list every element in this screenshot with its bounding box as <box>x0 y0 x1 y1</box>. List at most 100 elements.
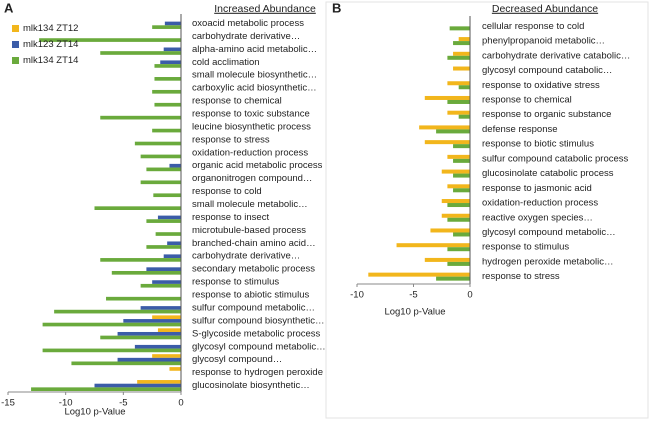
bar <box>447 81 470 86</box>
bar <box>140 154 181 159</box>
legend-label: mlk134 ZT14 <box>23 55 78 66</box>
bar <box>441 213 470 218</box>
category-label: sulfur compound metabolic… <box>192 302 315 313</box>
bar <box>169 163 181 168</box>
category-label: branched-chain amino acid… <box>192 238 316 249</box>
category-label: carboxylic acid biosynthetic… <box>192 83 317 94</box>
bar <box>453 232 470 237</box>
bar <box>146 219 181 223</box>
category-label: response to toxic substance <box>192 108 310 119</box>
bar <box>100 51 181 55</box>
bar <box>154 77 181 81</box>
bar <box>430 228 470 233</box>
x-axis-label: Log10 p-Value <box>64 407 125 418</box>
category-label: hydrogen peroxide metabolic… <box>482 256 614 267</box>
category-label: secondary metabolic process <box>192 264 315 275</box>
bar <box>447 261 470 266</box>
x-tick-label: -15 <box>1 398 15 409</box>
chart-title: Increased Abundance <box>214 3 316 15</box>
bar <box>164 21 181 26</box>
category-label: glycosyl compound metabolic… <box>482 227 616 238</box>
bar <box>458 85 470 90</box>
category-label: leucine biosynthetic process <box>192 121 311 132</box>
category-label: sulfur compound catabolic process <box>482 153 629 164</box>
bar <box>449 26 470 31</box>
bar <box>163 47 181 52</box>
x-tick-label: -5 <box>409 290 417 301</box>
bar <box>368 272 470 277</box>
bar <box>140 283 181 288</box>
bar <box>447 154 470 159</box>
bar <box>153 193 181 198</box>
bar <box>117 331 181 336</box>
bar <box>167 241 181 246</box>
bar <box>163 254 181 259</box>
bar <box>94 206 181 210</box>
bar <box>134 141 181 146</box>
bar <box>441 169 470 174</box>
category-label: response to oxidative stress <box>482 80 600 91</box>
bar <box>94 383 181 388</box>
bar <box>152 354 181 358</box>
bar <box>140 306 181 310</box>
bar <box>396 243 470 248</box>
bar <box>453 188 470 193</box>
x-tick-label: -10 <box>59 398 73 409</box>
bar <box>152 280 181 284</box>
legend-swatch <box>12 57 19 64</box>
category-label: glycosyl compound metabolic… <box>192 341 326 352</box>
bar <box>100 115 181 120</box>
x-tick-label: -5 <box>119 398 127 409</box>
bar <box>424 257 470 262</box>
category-label: response to chemical <box>192 96 282 107</box>
bar <box>157 215 181 220</box>
bar <box>424 95 470 100</box>
bar <box>152 25 181 29</box>
bar <box>453 144 470 149</box>
category-label: response to insect <box>192 212 269 223</box>
bar <box>453 66 470 71</box>
category-label: small molecule biosynthetic… <box>192 70 317 81</box>
panel-frame <box>325 1 649 419</box>
category-label: glycosyl compound catabolic… <box>482 65 612 76</box>
bar <box>146 167 181 172</box>
bar <box>54 309 182 314</box>
bar <box>146 267 181 271</box>
category-label: response to biotic stimulus <box>482 139 594 150</box>
bar <box>169 367 181 371</box>
bar <box>42 348 181 353</box>
category-label: glucosinolate biosynthetic… <box>192 380 310 391</box>
category-label: response to abiotic stimulus <box>192 290 309 301</box>
bar <box>146 245 181 249</box>
category-label: defense response <box>482 124 558 135</box>
category-label: carbohydrate derivative… <box>192 251 300 262</box>
category-label: response to hydrogen peroxide <box>192 367 323 378</box>
bar <box>453 158 470 163</box>
category-label: response to cold <box>192 186 262 197</box>
bar <box>155 232 181 236</box>
panel-letter: B <box>332 0 341 15</box>
bar <box>436 276 470 281</box>
bar <box>424 140 470 145</box>
bar <box>453 51 470 56</box>
bar <box>100 258 181 262</box>
bar <box>152 128 181 133</box>
category-label: carbohydrate derivative catabolic… <box>482 50 630 61</box>
category-label: small molecule metabolic… <box>192 199 308 210</box>
bar <box>447 247 470 252</box>
bar <box>39 38 181 42</box>
chart-title: Decreased Abundance <box>492 3 598 15</box>
legend-label: mlk123 ZT14 <box>23 39 78 50</box>
legend-swatch <box>12 25 19 32</box>
bar <box>100 335 181 340</box>
bar <box>436 129 470 134</box>
category-label: phenylpropanoid metabolic… <box>482 36 605 47</box>
category-label: cold acclimation <box>192 57 260 68</box>
bar <box>71 361 181 366</box>
bar <box>453 41 470 46</box>
x-tick-label: -10 <box>350 290 364 301</box>
category-label: glycosyl compound… <box>192 354 282 365</box>
bar <box>140 180 181 185</box>
category-label: glucosinolate catabolic process <box>482 168 614 179</box>
